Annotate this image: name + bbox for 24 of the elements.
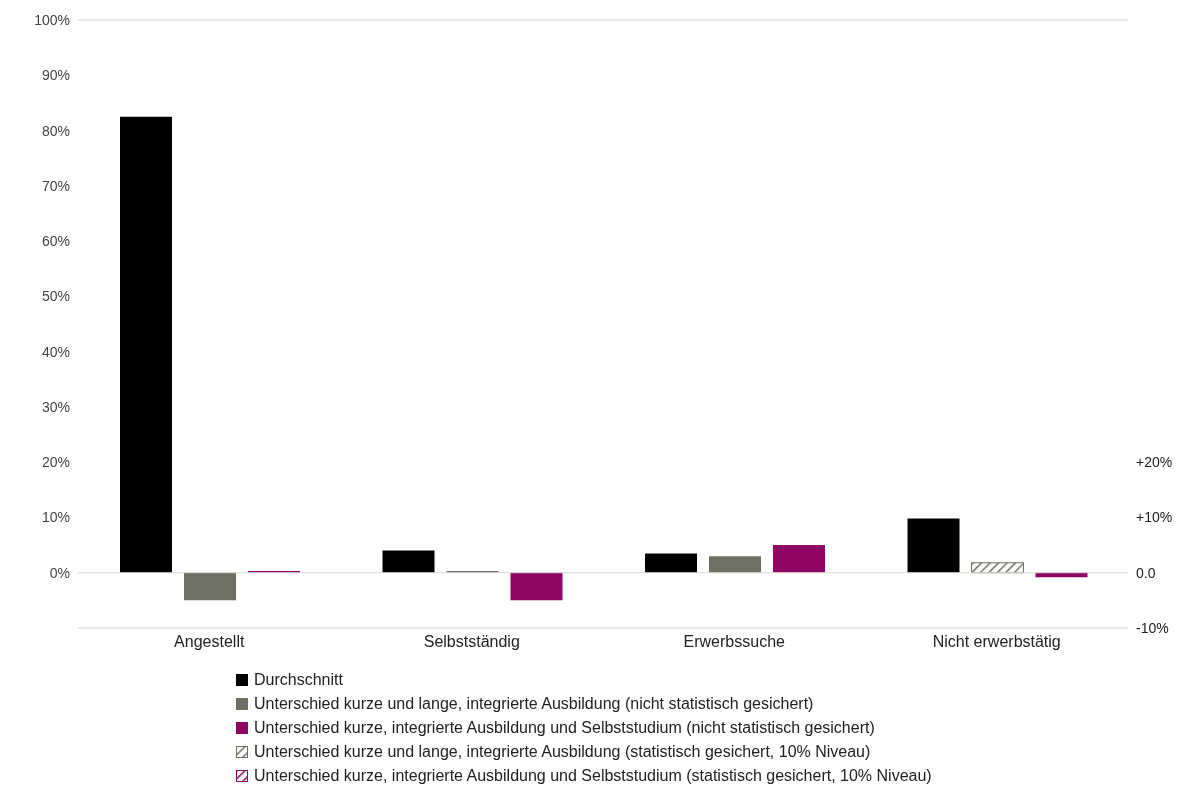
y-tick-label: 10% [41,509,70,526]
y2-tick-label: -10% [1136,619,1169,636]
legend-label: Durchschnitt [254,670,343,690]
x-tick-label: Selbstständig [423,633,520,651]
y2-tick-label: +10% [1136,509,1173,526]
legend-label: Unterschied kurze und lange, integrierte Ausbildung (statistisch gesichert, 10% Niveau) [254,742,871,762]
x-tick-label: Erwerbssuche [683,633,786,651]
y2-tick-label: 0.0 [1136,564,1156,581]
y-tick-label: 50% [41,288,70,305]
y-tick-label: 90% [41,67,70,84]
x-tick-label: Angestellt [174,633,245,651]
y-tick-label: 30% [41,398,70,415]
y-tick-label: 0% [49,564,70,581]
x-tick-label: Nicht erwerbstätig [932,633,1061,651]
legend-label: Unterschied kurze, integrierte Ausbildung und Selbststudium (statistisch gesichert, 10% Niveau) [254,766,932,786]
y-tick-label: 80% [41,122,70,139]
y-tick-label: 40% [41,343,70,360]
y-tick-label: 60% [41,233,70,250]
y-tick-label: 20% [41,454,70,471]
legend-label: Unterschied kurze, integrierte Ausbildung und Selbststudium (nicht statistisch gesichert) [254,718,875,738]
y2-tick-label: +20% [1136,454,1173,471]
legend-label: Unterschied kurze und lange, integrierte Ausbildung (nicht statistisch gesichert) [254,694,814,714]
y-tick-label: 70% [41,177,70,194]
y-tick-label: 100% [34,11,70,28]
